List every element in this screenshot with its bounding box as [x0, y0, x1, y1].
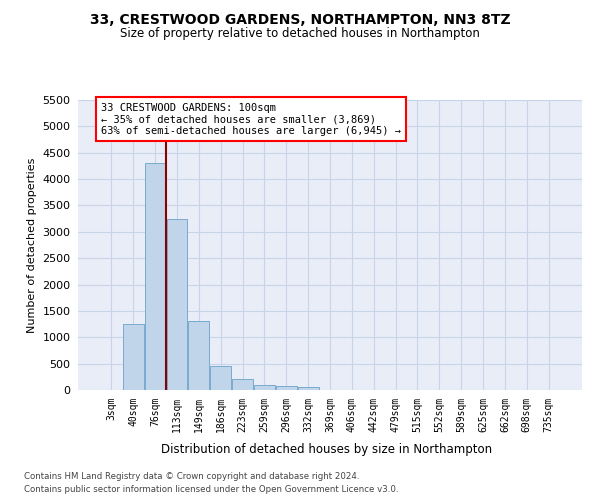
- Text: 33, CRESTWOOD GARDENS, NORTHAMPTON, NN3 8TZ: 33, CRESTWOOD GARDENS, NORTHAMPTON, NN3 …: [89, 12, 511, 26]
- Bar: [232, 380, 253, 390]
- Bar: [167, 218, 187, 390]
- Text: Contains HM Land Registry data © Crown copyright and database right 2024.: Contains HM Land Registry data © Crown c…: [24, 472, 359, 481]
- Bar: [210, 366, 231, 390]
- Text: Size of property relative to detached houses in Northampton: Size of property relative to detached ho…: [120, 28, 480, 40]
- Bar: [276, 386, 296, 390]
- Text: Distribution of detached houses by size in Northampton: Distribution of detached houses by size …: [161, 442, 493, 456]
- Y-axis label: Number of detached properties: Number of detached properties: [26, 158, 37, 332]
- Bar: [145, 164, 166, 390]
- Bar: [188, 322, 209, 390]
- Text: 33 CRESTWOOD GARDENS: 100sqm
← 35% of detached houses are smaller (3,869)
63% of: 33 CRESTWOOD GARDENS: 100sqm ← 35% of de…: [101, 102, 401, 136]
- Bar: [123, 324, 143, 390]
- Text: Contains public sector information licensed under the Open Government Licence v3: Contains public sector information licen…: [24, 485, 398, 494]
- Bar: [254, 384, 275, 390]
- Bar: [298, 387, 319, 390]
